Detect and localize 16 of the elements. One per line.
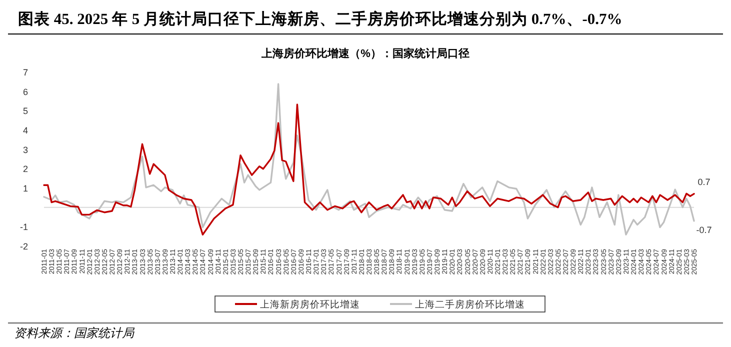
annotation: 0.7 <box>698 176 710 187</box>
y-tick-label: 5 <box>22 106 28 116</box>
y-tick-label: 3 <box>22 144 28 155</box>
y-tick-label: 7 <box>22 68 28 78</box>
y-tick-label: 1 <box>22 184 28 194</box>
chart-title: 图表 45. 2025 年 5 月统计局口径下上海新房、二手房房价环比增速分别为 0.7%、-0.7% <box>18 9 622 28</box>
y-tick-label: -2 <box>20 242 28 252</box>
annotation: -0.7 <box>696 224 712 235</box>
y-tick-label: 6 <box>22 86 28 97</box>
y-tick-label: -1 <box>20 222 28 232</box>
text: 资料来源：国家统计局 <box>14 326 135 340</box>
legend-label: 上海新房房价环比增速 <box>260 298 360 310</box>
chart-subtitle: 上海房价环比增速（%）：国家统计局口径 <box>260 47 470 60</box>
y-tick-label: 4 <box>22 126 28 136</box>
y-tick-label: 2 <box>22 164 28 174</box>
legend-label: 上海二手房房价环比增速 <box>415 298 525 310</box>
